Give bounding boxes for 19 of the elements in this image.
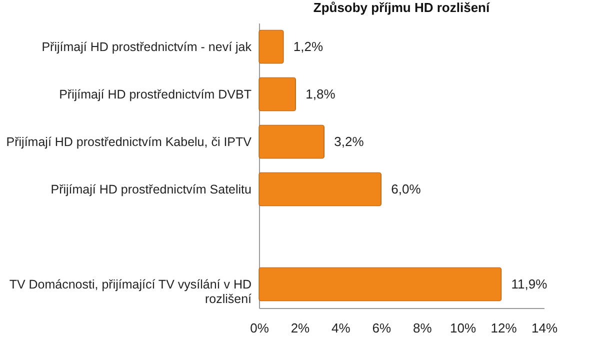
x-tick-label: 14%	[531, 320, 558, 336]
y-tick-label: Přijímají HD prostřednictvím Satelitu	[50, 182, 252, 196]
y-tick-label: TV Domácnosti, přijímající TV vysílání v HD rozlišení	[9, 277, 252, 306]
data-label: 6,0%	[391, 181, 422, 196]
chart-title: Způsoby příjmu HD rozlišení	[313, 0, 490, 15]
data-label: 1,8%	[306, 86, 336, 102]
data-label: 11,9%	[511, 276, 548, 292]
x-tick-label: 8%	[412, 320, 432, 336]
x-tick-label: 2%	[290, 320, 310, 336]
data-label: 3,2%	[334, 134, 364, 149]
y-tick-label: Přijímají HD prostřednictvím Kabelu, či IPTV	[6, 134, 252, 149]
x-tick-label: 10%	[450, 320, 477, 336]
data-label: 1,2%	[293, 38, 324, 54]
x-tick-label: 6%	[372, 320, 392, 336]
x-tick-label: 0%	[250, 320, 270, 336]
x-tick-label: 12%	[490, 320, 518, 336]
x-tick-label: 4%	[332, 320, 351, 336]
y-tick-label: Přijímají HD prostřednictvím DVBT	[59, 87, 252, 102]
y-tick-label: Přijímají HD prostřednictvím - neví jak	[42, 40, 252, 54]
